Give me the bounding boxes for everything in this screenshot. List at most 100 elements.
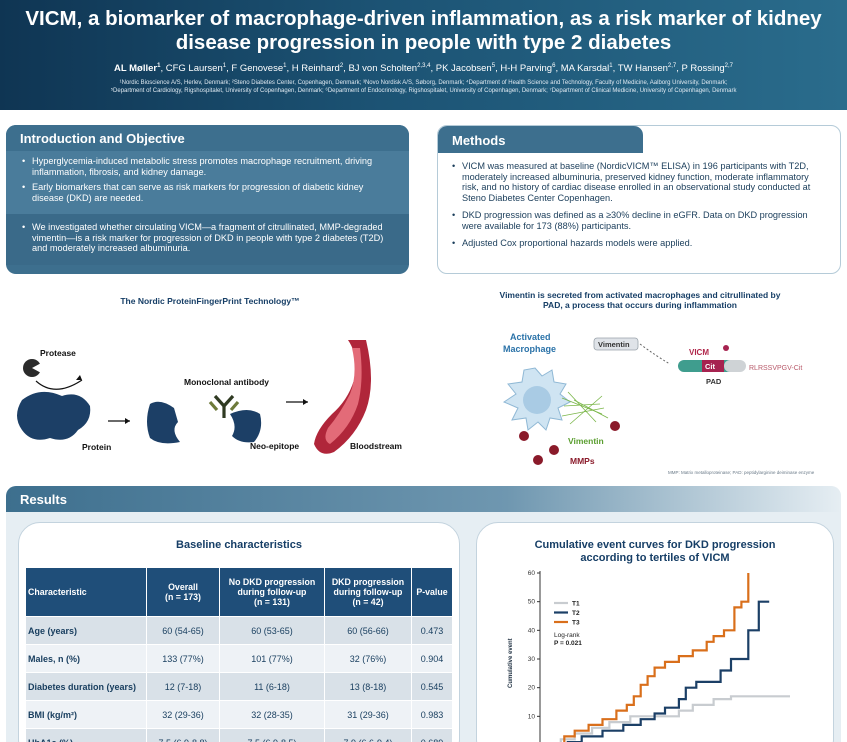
table-cell: Age (years) bbox=[26, 617, 146, 644]
baseline-table-card: Baseline characteristics Characteristic … bbox=[18, 522, 460, 742]
author-name: H Reinhard2 bbox=[291, 63, 344, 75]
mmp-icon bbox=[519, 421, 620, 465]
cit-label: Cit bbox=[705, 362, 716, 371]
table-cell: Diabetes duration (years) bbox=[26, 673, 146, 700]
baseline-table: Characteristic Overall (n = 173) No DKD … bbox=[25, 567, 453, 742]
vimentin-box bbox=[593, 337, 639, 351]
pvalue-label: P = 0.021 bbox=[554, 640, 582, 647]
legend-label: T3 bbox=[572, 620, 580, 627]
table-cell: 7.5 (6.9-8.8) bbox=[147, 729, 219, 742]
vicm-label: VICM bbox=[689, 348, 709, 357]
logrank-label: Log-rank bbox=[554, 632, 580, 639]
protein-label: Protein bbox=[82, 442, 111, 452]
table-cell: 31 (29-36) bbox=[325, 701, 411, 728]
table-cell: 0.904 bbox=[412, 645, 452, 672]
vimentin-citrullination-diagram: Activated Macrophage Vimentin MMPs Vimen… bbox=[502, 332, 802, 466]
intro-section-1: Hyperglycemia-induced metabolic stress p… bbox=[6, 151, 409, 214]
table-cell: 0.473 bbox=[412, 617, 452, 644]
table-row: Diabetes duration (years) 12 (7-18) 11 (6-… bbox=[26, 673, 452, 700]
blood-vessel-icon bbox=[314, 340, 371, 454]
table-cell: 0.983 bbox=[412, 701, 452, 728]
poster-title: VICM, a biomarker of macrophage-driven i… bbox=[25, 7, 822, 54]
table-cell: 0.545 bbox=[412, 673, 452, 700]
author-name: F Genovese1 bbox=[231, 63, 287, 75]
results-heading: Results bbox=[6, 486, 841, 512]
y-tick-label: 60 bbox=[528, 570, 536, 577]
chart-title: Cumulative event curves for DKD progress… bbox=[534, 539, 776, 564]
table-cell: 60 (53-65) bbox=[220, 617, 324, 644]
intro-bullet: Hyperglycemia-induced metabolic stress p… bbox=[22, 156, 397, 177]
series-line-T3 bbox=[563, 573, 750, 742]
author-list: AL Møller1, CFG Laursen1, F Genovese1, H… bbox=[113, 63, 734, 75]
antibody-label: Monoclonal antibody bbox=[184, 377, 269, 387]
pad-label: PAD bbox=[706, 377, 722, 386]
table-header-row: Characteristic Overall (n = 173) No DKD … bbox=[26, 568, 452, 616]
y-tick-label: 20 bbox=[528, 685, 536, 692]
y-tick-label: 50 bbox=[528, 599, 536, 606]
macrophage-icon bbox=[502, 367, 571, 431]
author-name: MA Karsdal1 bbox=[560, 63, 613, 75]
macrophage-label-1: Activated bbox=[510, 332, 551, 342]
bloodstream-label: Bloodstream bbox=[350, 441, 402, 451]
y-tick-label: 30 bbox=[528, 656, 536, 663]
legend-label: T1 bbox=[572, 601, 580, 608]
table-cell: 32 (28-35) bbox=[220, 701, 324, 728]
author-name: P Rossing2,7 bbox=[681, 63, 734, 75]
protease-label: Protease bbox=[40, 348, 76, 358]
table-cell: 0.689 bbox=[412, 729, 452, 742]
legend-label: T2 bbox=[572, 610, 580, 617]
y-tick-label: 40 bbox=[528, 627, 536, 634]
protein-icon bbox=[17, 391, 91, 440]
table-cell: 60 (56-66) bbox=[325, 617, 411, 644]
intro-section-2: We investigated whether circulating VICM… bbox=[6, 214, 409, 265]
table-cell: 11 (6-18) bbox=[220, 673, 324, 700]
table-row: BMI (kg/m²) 32 (29-36) 32 (28-35) 31 (29-36… bbox=[26, 701, 452, 728]
table-cell: 133 (77%) bbox=[147, 645, 219, 672]
sequence-label: RLRSSVPGV-Cit bbox=[749, 365, 802, 372]
author-name: H-H Parving6 bbox=[500, 63, 556, 75]
author-name: AL Møller1 bbox=[113, 63, 161, 75]
table-cell: Males, n (%) bbox=[26, 645, 146, 672]
intro-heading: Introduction and Objective bbox=[6, 125, 409, 151]
table-cell: 13 (8-18) bbox=[325, 673, 411, 700]
protein-fragment-icon bbox=[147, 401, 180, 444]
author-name: TW Hansen2,7 bbox=[617, 63, 677, 75]
vimentin-label: Vimentin bbox=[568, 436, 604, 446]
intro-bullet: We investigated whether circulating VICM… bbox=[22, 222, 397, 254]
fig2-footnote: MMP: Matrix metalloproteinase; PAD: pept… bbox=[668, 470, 815, 475]
table-row: Age (years) 60 (54-65) 60 (53-65) 60 (56-66… bbox=[26, 617, 452, 644]
series-line-T1 bbox=[559, 695, 790, 742]
macrophage-label-2: Macrophage bbox=[503, 344, 556, 354]
column-header: Overall (n = 173) bbox=[147, 568, 219, 616]
table-cell: 12 (7-18) bbox=[147, 673, 219, 700]
poster-header: VICM, a biomarker of macrophage-driven i… bbox=[0, 0, 847, 110]
author-name: CFG Laursen1 bbox=[165, 63, 227, 75]
vimentin-fibers-icon bbox=[561, 391, 609, 425]
antibody-icon bbox=[208, 394, 240, 418]
column-header: Characteristic bbox=[26, 568, 146, 616]
fig2-title: Vimentin is secreted from activated macr… bbox=[499, 290, 781, 310]
column-header: P-value bbox=[412, 568, 452, 616]
table-cell: 32 (29-36) bbox=[147, 701, 219, 728]
table-row: HbA1c (%)7.5 (6.9-8.8)7.5 (6.9-8.5)7.9 (… bbox=[26, 729, 452, 742]
table-cell: 32 (76%) bbox=[325, 645, 411, 672]
methods-bullet: Adjusted Cox proportional hazards models… bbox=[452, 238, 828, 249]
table-cell: 101 (77%) bbox=[220, 645, 324, 672]
dashed-arrow-icon bbox=[639, 343, 671, 365]
pad-enzyme-icon bbox=[723, 345, 729, 351]
y-tick-label: 10 bbox=[528, 713, 536, 720]
neoepitope-label: Neo-epitope bbox=[250, 441, 299, 451]
protein-fragment-icon bbox=[230, 410, 262, 443]
affiliations-line-2: ⁵Department of Cardiology, Rigshospitale… bbox=[110, 88, 737, 95]
methods-bullet: DKD progression was defined as a ≥30% de… bbox=[452, 210, 828, 231]
table-cell: BMI (kg/m²) bbox=[26, 701, 146, 728]
table-cell: 7.5 (6.9-8.5) bbox=[220, 729, 324, 742]
table-cell: HbA1c (%) bbox=[26, 729, 146, 742]
column-header: DKD progression during follow-up (n = 42… bbox=[325, 568, 411, 616]
fig1-title: The Nordic ProteinFingerPrint Technology… bbox=[120, 296, 300, 306]
methods-bullet: VICM was measured at baseline (NordicVIC… bbox=[452, 161, 828, 203]
protein-fingerprint-diagram: Protease Protein Monoclonal antibody Neo… bbox=[17, 340, 402, 454]
table-row: Males, n (%) 133 (77%) 101 (77%) 32 (76%) 0.… bbox=[26, 645, 452, 672]
methods-heading: Methods bbox=[438, 126, 643, 153]
